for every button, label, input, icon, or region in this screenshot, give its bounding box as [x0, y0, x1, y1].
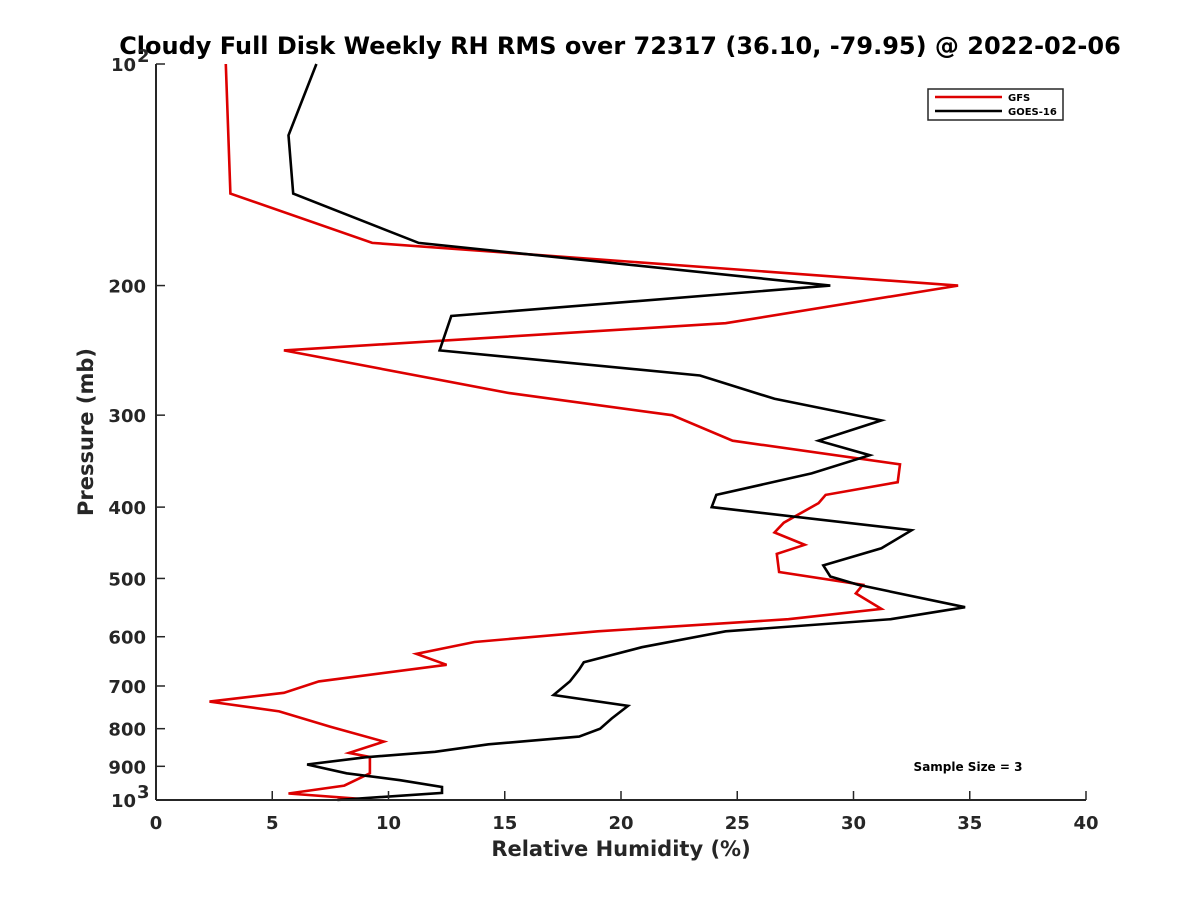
series-line-goes-16 [287, 63, 966, 802]
y-tick-label: 300 [108, 406, 146, 427]
legend-entry-label: GFS [1008, 93, 1030, 104]
series-line-gfs [209, 63, 959, 801]
y-tick-label-exponent: 2 [137, 46, 150, 67]
y-tick-label: 500 [108, 569, 146, 590]
y-tick-label: 200 [108, 277, 146, 298]
y-tick-label: 400 [108, 498, 146, 519]
x-tick-label: 5 [266, 813, 279, 834]
x-tick-label: 25 [725, 813, 750, 834]
legend: GFS GOES-16 [927, 88, 1064, 121]
sample-size-annotation: Sample Size = 3 [914, 760, 1023, 774]
x-tick-label: 40 [1073, 813, 1098, 834]
legend-box [927, 88, 1064, 121]
x-tick-label: 0 [150, 813, 163, 834]
y-tick-label: 700 [108, 677, 146, 698]
x-tick-label: 20 [608, 813, 633, 834]
y-tick-label: 800 [108, 720, 146, 741]
y-axis-label: Pressure (mb) [74, 348, 98, 516]
x-tick-label: 35 [957, 813, 982, 834]
x-tick-label: 15 [492, 813, 517, 834]
y-tick-label: 10 [111, 55, 136, 76]
x-tick-label: 10 [376, 813, 401, 834]
x-tick-label: 30 [841, 813, 866, 834]
x-axis-ticks: 0 5 10 15 20 25 30 35 40 [150, 791, 1099, 834]
plot-area [209, 63, 966, 802]
legend-entry-label: GOES-16 [1008, 107, 1057, 118]
y-tick-label: 10 [111, 791, 136, 812]
y-tick-label-exponent: 3 [137, 782, 150, 803]
chart-title: Cloudy Full Disk Weekly RH RMS over 7231… [119, 32, 1121, 60]
y-tick-label: 600 [108, 628, 146, 649]
x-axis-label: Relative Humidity (%) [491, 837, 750, 861]
y-tick-label: 900 [108, 757, 146, 778]
